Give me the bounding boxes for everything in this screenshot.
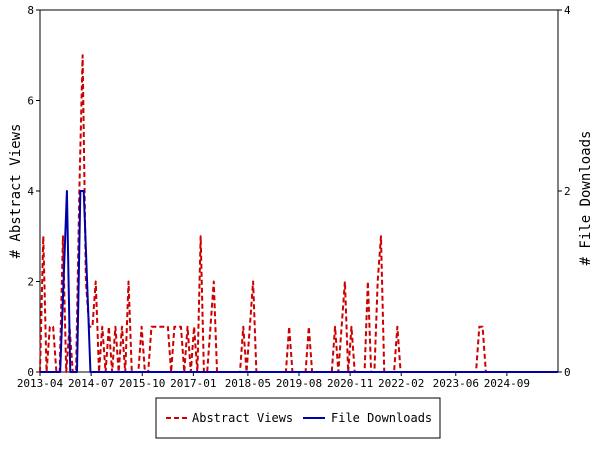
x-tick-label: 2014-07 (68, 377, 114, 390)
left-tick-label: 6 (27, 95, 34, 108)
x-tick-label: 2019-08 (276, 377, 322, 390)
x-tick-label: 2013-04 (17, 377, 64, 390)
x-tick-label: 2017-01 (170, 377, 216, 390)
left-tick-label: 8 (27, 4, 34, 17)
left-tick-label: 0 (27, 366, 34, 379)
series-file-downloads (40, 190, 558, 373)
x-tick-label: 2018-05 (225, 377, 271, 390)
x-tick-label: 2015-10 (119, 377, 165, 390)
x-axis: 2013-04 2014-07 2015-10 2017-01 2018-05 2019-… (17, 372, 530, 390)
x-tick-label: 2023-06 (433, 377, 479, 390)
right-tick-label: 2 (564, 185, 571, 198)
right-axis-title: # File Downloads (578, 131, 594, 266)
right-tick-label: 0 (564, 366, 571, 379)
left-axis: 0 2 4 6 8 (27, 4, 40, 379)
legend-label-abstract-views: Abstract Views (192, 411, 293, 425)
left-axis-title: # Abstract Views (8, 124, 24, 259)
right-axis: 0 2 4 (558, 4, 571, 379)
series-layer (39, 54, 558, 373)
x-tick-label: 2024-09 (484, 377, 530, 390)
legend: Abstract Views File Downloads (155, 397, 441, 439)
x-tick-label: 2022-02 (378, 377, 424, 390)
right-tick-label: 4 (564, 4, 571, 17)
legend-label-file-downloads: File Downloads (331, 411, 432, 425)
x-tick-label: 2020-11 (327, 377, 373, 390)
left-tick-label: 4 (27, 185, 34, 198)
left-tick-label: 2 (27, 276, 34, 289)
legend-box (155, 397, 441, 439)
plot-area (39, 9, 559, 373)
